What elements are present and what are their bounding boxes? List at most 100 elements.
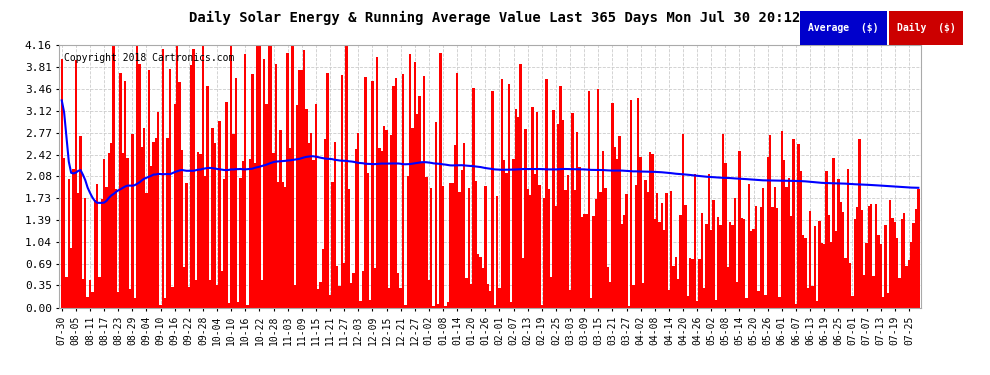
- Bar: [773, 188, 776, 308]
- Bar: [515, 109, 517, 307]
- Bar: [578, 166, 581, 308]
- Bar: [221, 272, 223, 308]
- Bar: [416, 114, 418, 308]
- Bar: [503, 160, 505, 308]
- Bar: [658, 222, 660, 308]
- Bar: [505, 173, 508, 308]
- Bar: [898, 278, 901, 308]
- Bar: [764, 295, 766, 307]
- Bar: [192, 49, 195, 308]
- Bar: [651, 154, 653, 308]
- Bar: [291, 45, 294, 308]
- Bar: [248, 159, 251, 308]
- Bar: [442, 186, 445, 308]
- Bar: [423, 76, 426, 308]
- Bar: [211, 128, 214, 308]
- Bar: [253, 162, 255, 308]
- Bar: [814, 226, 816, 308]
- Bar: [258, 45, 260, 308]
- Bar: [621, 224, 623, 308]
- Bar: [520, 64, 522, 308]
- Bar: [209, 279, 211, 308]
- Bar: [263, 58, 265, 308]
- Bar: [154, 138, 157, 308]
- Bar: [445, 306, 446, 308]
- Bar: [159, 305, 161, 308]
- Bar: [173, 104, 176, 308]
- Bar: [327, 73, 329, 308]
- Bar: [324, 139, 327, 308]
- Bar: [894, 222, 896, 308]
- Bar: [696, 301, 698, 307]
- Text: Daily Solar Energy & Running Average Value Last 365 Days Mon Jul 30 20:12: Daily Solar Energy & Running Average Val…: [189, 11, 801, 26]
- Bar: [101, 199, 103, 308]
- Bar: [554, 206, 557, 308]
- Bar: [821, 243, 823, 308]
- Bar: [369, 300, 371, 307]
- Bar: [602, 152, 604, 308]
- Bar: [188, 287, 190, 308]
- Bar: [573, 190, 576, 308]
- Bar: [611, 103, 614, 308]
- Bar: [426, 177, 428, 308]
- Bar: [185, 183, 188, 308]
- Bar: [762, 188, 764, 308]
- Bar: [242, 161, 245, 308]
- Bar: [98, 278, 101, 308]
- Text: Average  ($): Average ($): [808, 23, 879, 33]
- Bar: [460, 170, 463, 308]
- Bar: [781, 132, 783, 308]
- Bar: [440, 54, 442, 307]
- Bar: [127, 158, 129, 308]
- Bar: [725, 163, 727, 308]
- Bar: [430, 188, 433, 308]
- Bar: [169, 69, 171, 308]
- Bar: [660, 203, 663, 308]
- Bar: [838, 179, 840, 308]
- Bar: [809, 210, 811, 308]
- Bar: [341, 75, 343, 307]
- Bar: [771, 207, 773, 308]
- Bar: [237, 302, 240, 307]
- Bar: [150, 166, 152, 308]
- Bar: [79, 136, 82, 308]
- Bar: [729, 222, 732, 308]
- Bar: [778, 297, 781, 307]
- Bar: [807, 288, 809, 308]
- Bar: [877, 235, 879, 308]
- Bar: [527, 189, 529, 308]
- Bar: [315, 104, 317, 308]
- Bar: [741, 218, 743, 308]
- Bar: [456, 73, 458, 308]
- Bar: [463, 143, 465, 308]
- Bar: [354, 149, 357, 308]
- Bar: [214, 143, 216, 308]
- Bar: [336, 266, 339, 308]
- Bar: [108, 153, 110, 308]
- Bar: [868, 207, 870, 308]
- Bar: [757, 291, 759, 308]
- Bar: [828, 215, 830, 308]
- Bar: [178, 82, 180, 308]
- Bar: [245, 54, 247, 307]
- Bar: [70, 248, 72, 308]
- Bar: [785, 187, 788, 308]
- Bar: [800, 171, 802, 308]
- Bar: [896, 238, 898, 308]
- Bar: [858, 140, 860, 308]
- Bar: [89, 280, 91, 308]
- Bar: [597, 89, 600, 308]
- Bar: [136, 45, 139, 308]
- Bar: [640, 157, 642, 308]
- Bar: [856, 207, 858, 308]
- Bar: [633, 285, 635, 308]
- Bar: [347, 189, 350, 308]
- Bar: [529, 195, 532, 308]
- Bar: [819, 221, 821, 308]
- Bar: [199, 154, 202, 308]
- Bar: [870, 204, 872, 308]
- Bar: [286, 53, 289, 307]
- Text: Copyright 2018 Cartronics.com: Copyright 2018 Cartronics.com: [63, 53, 234, 63]
- Bar: [684, 206, 686, 308]
- Bar: [732, 225, 734, 308]
